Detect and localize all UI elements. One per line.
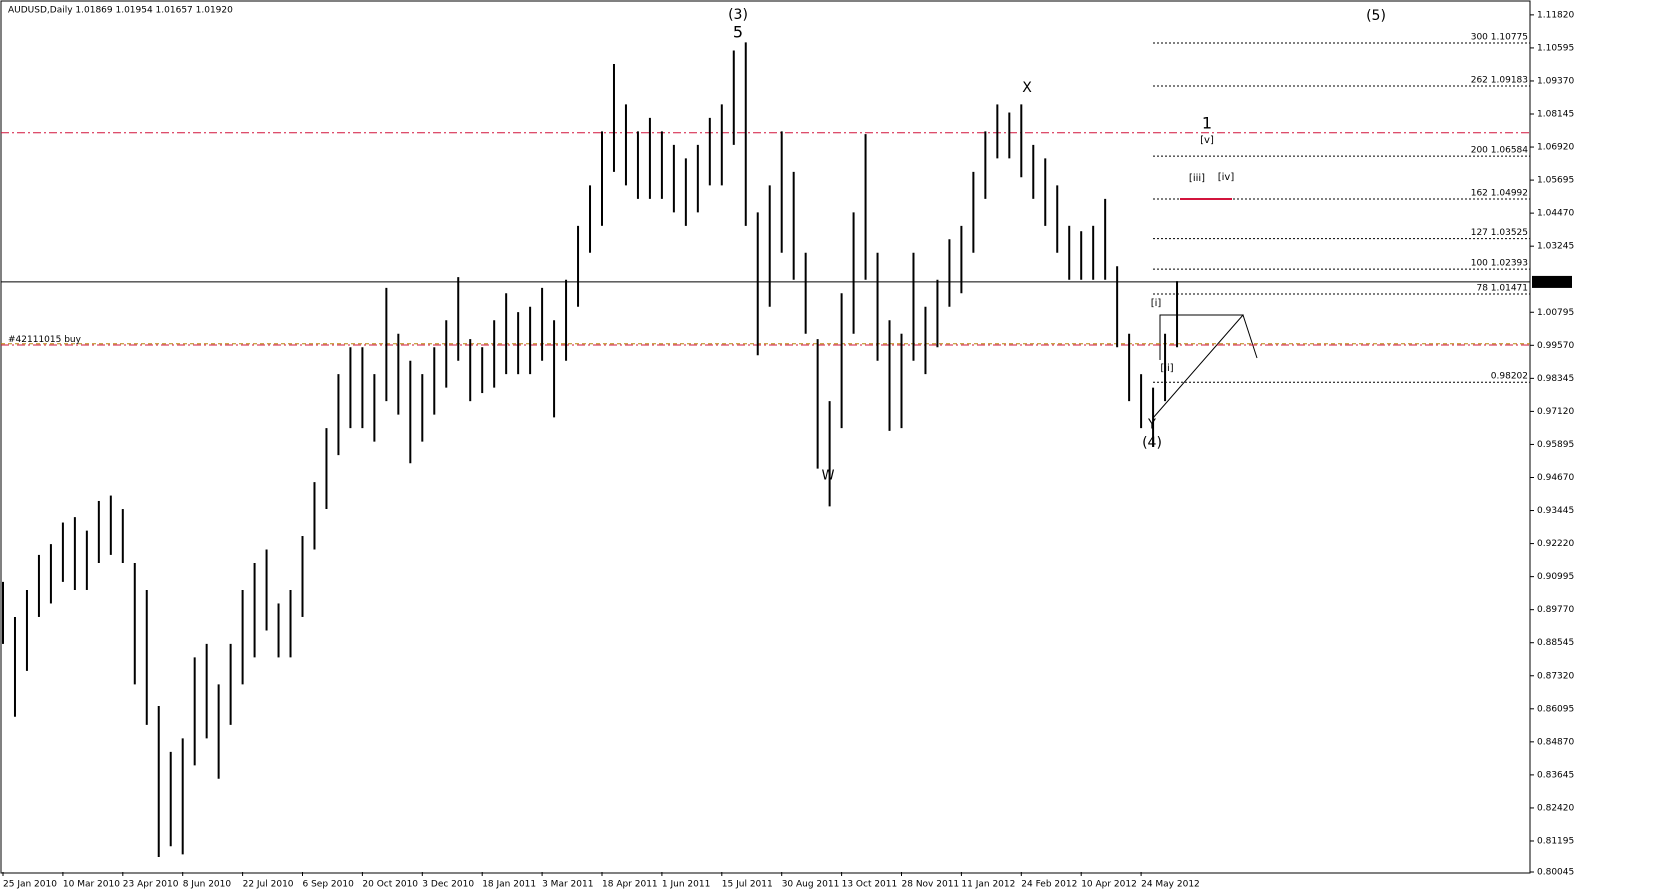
y-tick-label: 1.10595 (1537, 43, 1574, 53)
wave-label: [iv] (1218, 172, 1235, 183)
y-tick-label: 0.93445 (1537, 506, 1574, 516)
chart-title: AUDUSD,Daily 1.01869 1.01954 1.01657 1.0… (8, 6, 233, 16)
x-tick-label: 3 Mar 2011 (542, 880, 593, 890)
wave-label: (3) (728, 7, 748, 23)
fib-label: 162 1.04992 (1471, 189, 1528, 199)
wave-label: [ii] (1160, 363, 1173, 374)
y-tick-label: 1.08145 (1537, 110, 1574, 120)
wave-label: 5 (733, 23, 743, 42)
y-tick-label: 0.99570 (1537, 341, 1574, 351)
fib-label: 300 1.10775 (1471, 33, 1528, 43)
y-tick-label: 0.81195 (1537, 836, 1574, 846)
y-tick-label: 0.88545 (1537, 638, 1574, 648)
y-tick-label: 1.05695 (1537, 176, 1574, 186)
y-tick-label: 0.98345 (1537, 374, 1574, 384)
fib-label: 78 1.01471 (1476, 284, 1528, 294)
plot-frame (0, 0, 1531, 874)
y-tick-label: 0.87320 (1537, 671, 1574, 681)
y-tick-label: 0.95895 (1537, 440, 1574, 450)
wave-label: 1 (1202, 114, 1212, 133)
wave-label: [iii] (1189, 173, 1205, 184)
price-box-label: 1.01920 (1535, 277, 1572, 287)
y-tick-label: 1.11820 (1537, 10, 1574, 20)
wave-label: W (822, 469, 835, 484)
y-tick-label: 0.90995 (1537, 572, 1574, 582)
x-tick-label: 10 Mar 2010 (63, 880, 120, 890)
y-tick-label: 1.06920 (1537, 143, 1574, 153)
order-label: #42111015 buy (8, 335, 82, 345)
price-box (1532, 275, 1572, 288)
x-tick-label: 8 Jun 2010 (183, 880, 232, 890)
y-tick-label: 1.04470 (1537, 209, 1574, 219)
x-tick-label: 1 Jun 2011 (662, 880, 710, 890)
y-tick-label: 0.84870 (1537, 737, 1574, 747)
x-tick-label: 18 Apr 2011 (602, 880, 658, 890)
x-tick-label: 23 Apr 2010 (123, 880, 179, 890)
x-tick-label: 6 Sep 2010 (303, 880, 355, 890)
y-tick-label: 1.03245 (1537, 242, 1574, 252)
x-tick-label: 28 Nov 2011 (902, 880, 960, 890)
fib-label: 127 1.03525 (1471, 228, 1528, 238)
y-tick-label: 0.80045 (1537, 868, 1574, 878)
x-tick-label: 22 Jul 2010 (243, 880, 294, 890)
wave-label: [i] (1151, 298, 1162, 309)
y-tick-label: 0.82420 (1537, 803, 1574, 813)
fib-label: 262 1.09183 (1471, 76, 1528, 86)
x-tick-label: 25 Jan 2010 (3, 880, 57, 890)
x-tick-label: 24 Feb 2012 (1021, 880, 1077, 890)
x-tick-label: 3 Dec 2010 (422, 880, 474, 890)
y-tick-label: 0.83645 (1537, 770, 1574, 780)
x-tick-label: 18 Jan 2011 (482, 880, 536, 890)
fib-label: 100 1.02393 (1471, 259, 1528, 269)
wave-label: [v] (1200, 135, 1214, 146)
x-tick-label: 24 May 2012 (1141, 880, 1200, 890)
wave-label: (5) (1366, 8, 1386, 24)
x-tick-label: 15 Jul 2011 (722, 880, 773, 890)
y-tick-label: 0.86095 (1537, 704, 1574, 714)
fib-label: 0.98202 (1491, 372, 1528, 382)
y-tick-label: 0.92220 (1537, 539, 1574, 549)
wave-label: X (1022, 80, 1032, 96)
fib-label: 200 1.06584 (1471, 146, 1529, 156)
x-tick-label: 13 Oct 2011 (842, 880, 898, 890)
x-tick-label: 10 Apr 2012 (1081, 880, 1137, 890)
y-tick-label: 1.09370 (1537, 76, 1574, 86)
x-tick-label: 20 Oct 2010 (362, 880, 418, 890)
y-tick-label: 0.89770 (1537, 605, 1574, 615)
y-tick-label: 0.97120 (1537, 407, 1574, 417)
y-tick-label: 0.94670 (1537, 473, 1574, 483)
x-tick-label: 11 Jan 2012 (961, 880, 1015, 890)
y-tick-label: 1.00795 (1537, 308, 1574, 318)
x-tick-label: 30 Aug 2011 (782, 880, 840, 890)
wave-label: Y (1147, 418, 1156, 433)
wave-label: (4) (1142, 435, 1162, 451)
